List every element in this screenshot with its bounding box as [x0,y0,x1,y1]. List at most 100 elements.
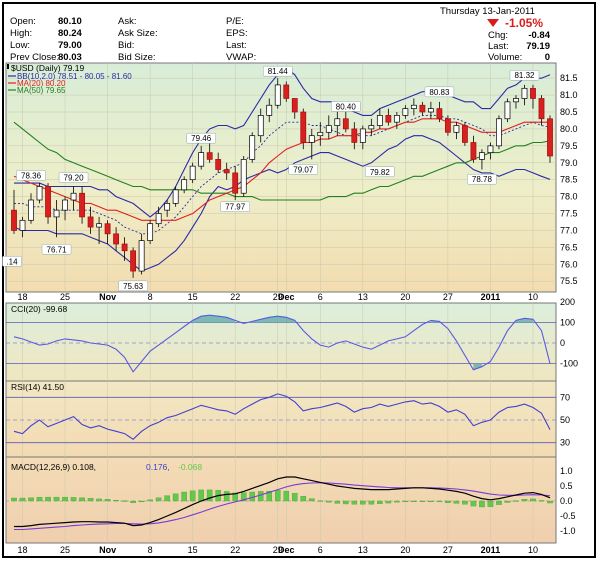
macd-histogram-bar [28,497,34,502]
candle-down [79,192,85,218]
annotation-box [58,172,89,183]
macd-histogram-bar [496,500,502,505]
price-tick-label: 81.0 [560,90,578,100]
x-tick-label-bottom: 29 [273,545,283,555]
price-tick-label: 76.5 [560,242,578,252]
candle-down [121,243,128,252]
macd-histogram-bar [266,490,273,502]
x-tick-label-bottom: 22 [230,545,240,555]
macd-histogram-bar [274,490,281,502]
candle-down [538,98,545,120]
cci-line [13,314,551,373]
macd-histogram-bar [11,497,17,502]
candle-down [130,250,137,272]
macd-histogram-bar [368,500,375,505]
price-tick-label: 80.5 [560,107,578,117]
candle-up [359,128,366,143]
candle-up [181,179,188,191]
macd-histogram-bar [521,499,528,502]
rsi-panel [5,380,557,458]
candle-down [419,104,426,113]
candle-up [521,87,528,99]
price-annotation: .14 [6,257,18,266]
last-label: Last: [488,41,509,52]
quote-left: Open: 80.10 High: 80.24 Low: 79.00 Prev … [10,16,82,63]
candle-up [368,125,375,130]
macd-histogram-bar [155,497,162,502]
macd-histogram-bar [232,492,238,502]
macd-legend-hist: -0.068 [178,462,202,472]
candle-up [453,125,460,133]
macd-histogram-bar [343,500,349,505]
candle-up [334,118,341,126]
candle-down [385,115,392,123]
price-tick-label: 76.0 [560,259,578,269]
macd-histogram-bar [181,491,187,502]
macd-histogram-bar [36,496,43,502]
annotation-box [16,170,46,181]
candle-down [547,118,553,157]
macd-histogram-bar [206,489,213,502]
vwap-label: VWAP: [226,52,256,63]
rsi-tick-label: 70 [560,392,570,402]
candle-down [530,87,536,99]
macd-histogram-bar [470,500,477,507]
macd-histogram-bar [428,500,434,502]
macd-histogram-bar [257,491,264,502]
rsi-title: RSI(14) 41.50 [11,382,64,392]
price-annotation: 81.32 [514,71,535,80]
candle-up [53,209,60,218]
candle-up [155,213,162,225]
x-tick-label-bottom: 20 [400,545,410,555]
x-tick-label-bottom: 18 [18,545,28,555]
cci-tick-label: -100 [560,359,578,369]
ask-size-label: Ask Size: [118,28,158,39]
macd-legend: MACD(12,26,9) 0.108, 0.176, -0.068 [11,462,202,472]
high-label: High: [10,28,32,39]
candle-up [325,125,332,133]
rsi-tick-label: 30 [560,438,570,448]
macd-histogram-bar [96,498,102,502]
macd-histogram-bar [538,500,545,502]
price-tick-label: 77.0 [560,225,578,235]
chg-value: -0.84 [528,30,550,41]
x-tick-label-bottom: 8 [148,545,153,555]
annotation-box [186,132,216,144]
macd-histogram-bar [223,491,230,502]
candle-down [342,118,349,130]
candle-down [283,84,290,99]
x-tick-label: 8 [148,292,153,302]
candle-down [470,142,477,160]
candle-up [317,131,324,137]
grid-lines [6,63,556,543]
candle-up [274,84,281,106]
x-tick-label: 6 [318,292,323,302]
macd-histogram-bar [530,498,536,502]
macd-histogram-bar [351,500,358,505]
quote-date: Thursday 13-Jan-2011 [440,6,535,17]
candle-down [113,233,119,245]
candle-up [393,115,400,123]
macd-histogram-bar [394,500,400,503]
macd-histogram-bar [198,489,204,502]
prev-close-label: Prev Close: [10,52,59,63]
price-annotation: 81.44 [268,67,289,76]
series-marker-icon [7,64,9,69]
macd-histogram-bar [411,500,417,502]
annotation-box [41,244,72,255]
bid-size-label: Bid Size: [118,52,156,63]
candle-down [104,223,111,235]
macd-histogram-bar [87,498,94,502]
pe-label: P/E: [226,16,244,27]
macd-histogram-bar [62,496,68,502]
axis-labels: 75.576.076.577.077.578.078.579.079.580.0… [18,73,579,555]
candle-down [351,128,358,143]
candle-up [504,101,511,120]
quote-right: Thursday 13-Jan-2011 -1.05% Chg: -0.84 L… [440,6,551,63]
macd-histogram-bar [334,500,341,504]
macd-histogram-bar [513,500,519,502]
candle-up [198,152,205,167]
price-annotation: 78.78 [472,175,493,184]
candle-up [240,159,247,194]
candle-down [215,159,222,170]
